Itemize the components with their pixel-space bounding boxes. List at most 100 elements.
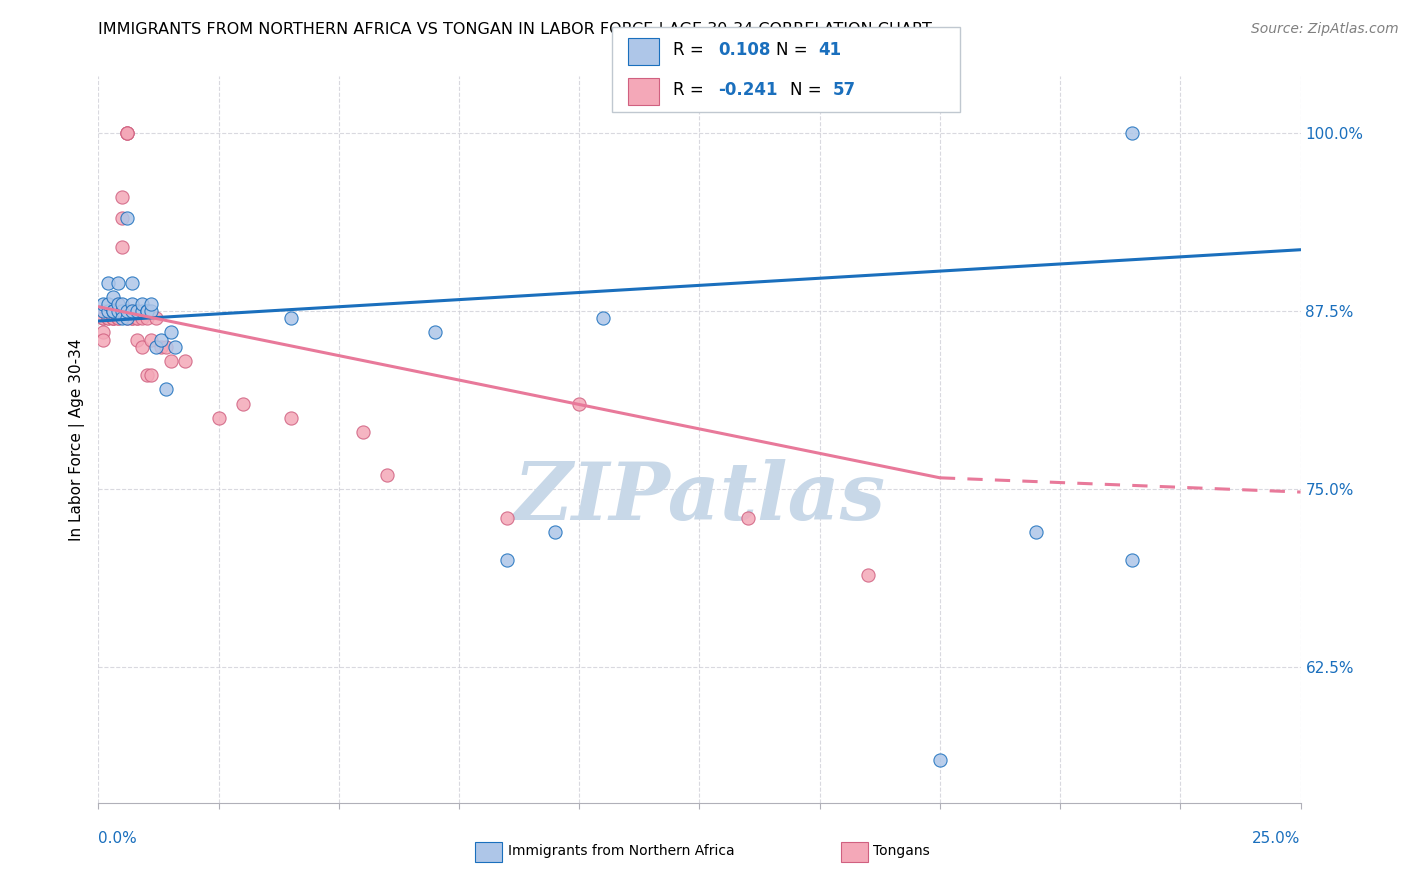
Point xyxy=(149,333,172,347)
Point xyxy=(97,297,120,311)
Point xyxy=(125,311,148,326)
Point xyxy=(91,297,114,311)
Point xyxy=(117,126,139,140)
Point xyxy=(111,304,134,318)
Point xyxy=(117,311,139,326)
Text: -0.241: -0.241 xyxy=(718,81,778,99)
Point xyxy=(352,425,374,440)
Point xyxy=(101,304,124,318)
Point xyxy=(117,311,139,326)
Point xyxy=(174,354,197,368)
Point xyxy=(91,333,114,347)
Point xyxy=(165,340,187,354)
Point xyxy=(97,311,120,326)
Point xyxy=(121,311,143,326)
Point xyxy=(423,326,446,340)
Point xyxy=(107,304,129,318)
Text: R =: R = xyxy=(673,81,710,99)
Point xyxy=(141,304,163,318)
Text: N =: N = xyxy=(790,81,827,99)
Point xyxy=(159,326,181,340)
Point xyxy=(107,297,129,311)
Point xyxy=(125,304,148,318)
Point xyxy=(111,311,134,326)
Point xyxy=(856,567,879,582)
Point xyxy=(121,304,143,318)
Text: 25.0%: 25.0% xyxy=(1253,831,1301,846)
Point xyxy=(280,311,302,326)
Point xyxy=(107,297,129,311)
Point xyxy=(107,311,129,326)
Point xyxy=(592,311,614,326)
Point xyxy=(97,311,120,326)
Point xyxy=(131,340,153,354)
Point xyxy=(97,304,120,318)
Point xyxy=(159,354,181,368)
Point xyxy=(101,311,124,326)
Point xyxy=(117,304,139,318)
Point xyxy=(208,411,231,425)
Point xyxy=(131,311,153,326)
Point xyxy=(117,126,139,140)
Point xyxy=(91,311,114,326)
Point xyxy=(117,126,139,140)
Point xyxy=(111,304,134,318)
Point xyxy=(111,240,134,254)
Point xyxy=(107,304,129,318)
Text: Immigrants from Northern Africa: Immigrants from Northern Africa xyxy=(508,844,734,858)
Point xyxy=(111,211,134,226)
Point xyxy=(97,304,120,318)
Point xyxy=(101,304,124,318)
Text: Tongans: Tongans xyxy=(873,844,929,858)
Point xyxy=(111,304,134,318)
Point xyxy=(101,304,124,318)
Text: 57: 57 xyxy=(832,81,855,99)
Point xyxy=(131,304,153,318)
Point xyxy=(131,297,153,311)
Point xyxy=(107,276,129,290)
Point xyxy=(145,311,167,326)
Text: ZIPatlas: ZIPatlas xyxy=(513,458,886,536)
Point xyxy=(1025,524,1047,539)
Point xyxy=(141,297,163,311)
Point xyxy=(121,276,143,290)
Point xyxy=(135,368,157,383)
Point xyxy=(1121,553,1143,567)
Point xyxy=(125,311,148,326)
Point xyxy=(97,304,120,318)
Point xyxy=(496,510,519,524)
Text: N =: N = xyxy=(776,42,813,60)
Point xyxy=(568,397,591,411)
Point xyxy=(375,467,398,482)
Point xyxy=(280,411,302,425)
Point xyxy=(121,304,143,318)
Point xyxy=(91,304,114,318)
Point xyxy=(107,304,129,318)
Point xyxy=(135,304,157,318)
Point xyxy=(496,553,519,567)
Point xyxy=(928,753,950,767)
Text: R =: R = xyxy=(673,42,710,60)
Point xyxy=(232,397,254,411)
Point xyxy=(97,304,120,318)
Point xyxy=(111,190,134,204)
Point xyxy=(107,311,129,326)
Point xyxy=(121,297,143,311)
Point xyxy=(91,326,114,340)
Point xyxy=(141,333,163,347)
Point xyxy=(737,510,759,524)
Point xyxy=(111,297,134,311)
Text: 41: 41 xyxy=(818,42,841,60)
Point xyxy=(91,311,114,326)
Point xyxy=(135,304,157,318)
Point xyxy=(544,524,567,539)
Point xyxy=(145,340,167,354)
Point xyxy=(91,304,114,318)
Text: 0.108: 0.108 xyxy=(718,42,770,60)
Y-axis label: In Labor Force | Age 30-34: In Labor Force | Age 30-34 xyxy=(69,338,84,541)
Point xyxy=(101,304,124,318)
Point xyxy=(101,311,124,326)
Point xyxy=(1121,126,1143,140)
Point xyxy=(117,211,139,226)
Point xyxy=(155,383,177,397)
